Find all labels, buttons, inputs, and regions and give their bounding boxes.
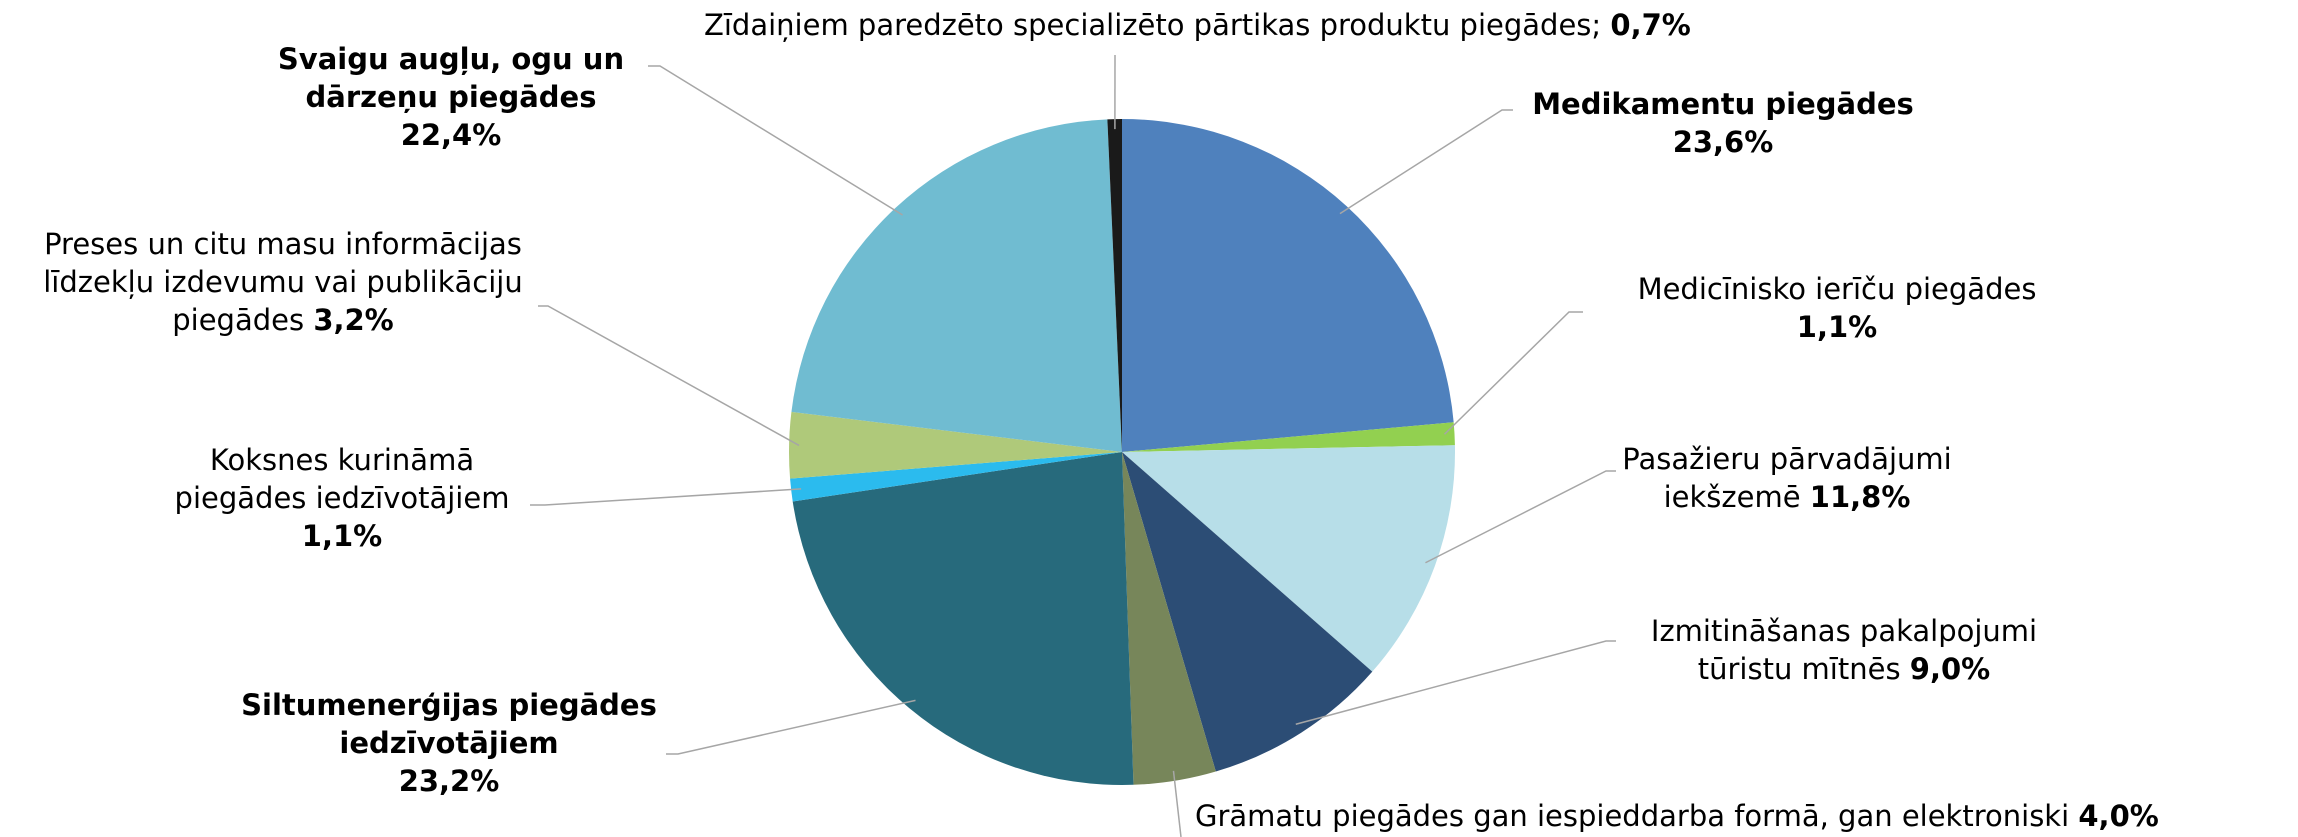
slice-label: Pasažieru pārvadājumi iekšzemē 11,8% bbox=[1597, 440, 1977, 516]
pie-slice bbox=[1122, 445, 1455, 672]
slice-value: 4,0% bbox=[2078, 799, 2159, 833]
slice-label: Grāmatu piegādes gan iespieddarba formā,… bbox=[1195, 797, 2295, 835]
pie-slice bbox=[1122, 119, 1454, 452]
slice-value: 23,2% bbox=[398, 764, 500, 798]
slice-label: Koksnes kurināmā piegādes iedzīvotājiem … bbox=[152, 441, 532, 555]
leader-line bbox=[1172, 770, 1182, 837]
pie-slice bbox=[790, 452, 1122, 502]
pie-slice bbox=[1107, 119, 1122, 452]
slice-name: Preses un citu masu informācijas līdzekļ… bbox=[43, 227, 523, 337]
slice-name: Medicīnisko ierīču piegādes bbox=[1637, 272, 2037, 306]
pie-slice bbox=[1122, 422, 1455, 452]
slice-label: Preses un citu masu informācijas līdzekļ… bbox=[3, 225, 563, 339]
slice-name: Zīdaiņiem paredzēto specializēto pārtika… bbox=[704, 8, 1602, 42]
slice-value: 23,6% bbox=[1672, 125, 1774, 159]
slice-value: 9,0% bbox=[1909, 652, 1991, 686]
pie-slice bbox=[792, 452, 1134, 785]
slice-value: 3,2% bbox=[313, 303, 394, 337]
slice-label: Izmitināšanas pakalpojumi tūristu mītnēs… bbox=[1614, 612, 2074, 688]
slice-value: 1,1% bbox=[1796, 310, 1878, 344]
slice-name: Siltumenerģijas piegādes iedzīvotājiem bbox=[241, 688, 657, 760]
leader-line bbox=[648, 65, 903, 216]
slice-name: Grāmatu piegādes gan iespieddarba formā,… bbox=[1195, 799, 2070, 833]
slice-name: Svaigu augļu, ogu un dārzeņu piegādes bbox=[277, 42, 625, 114]
leader-line bbox=[1339, 109, 1513, 215]
pie-slice bbox=[789, 411, 1122, 479]
slice-value: 1,1% bbox=[301, 519, 383, 553]
leader-line bbox=[1425, 470, 1616, 564]
slice-name: Izmitināšanas pakalpojumi tūristu mītnēs bbox=[1650, 614, 2038, 686]
leader-line bbox=[538, 305, 800, 447]
slice-label: Zīdaiņiem paredzēto specializēto pārtika… bbox=[704, 6, 1804, 44]
slice-name: Medikamentu piegādes bbox=[1532, 87, 1914, 121]
slice-name: Koksnes kurināmā piegādes iedzīvotājiem bbox=[174, 443, 510, 515]
slice-label: Siltumenerģijas piegādes iedzīvotājiem 2… bbox=[234, 686, 664, 800]
leader-line bbox=[666, 699, 916, 755]
slice-label: Svaigu augļu, ogu un dārzeņu piegādes 22… bbox=[251, 40, 651, 154]
pie-slice bbox=[791, 119, 1122, 453]
pie-slice bbox=[1122, 452, 1216, 785]
pie-slice bbox=[1122, 452, 1373, 772]
slice-name: Pasažieru pārvadājumi iekšzemē bbox=[1622, 442, 1952, 514]
slice-label: Medicīnisko ierīču piegādes 1,1% bbox=[1597, 270, 2077, 346]
slice-label: Medikamentu piegādes 23,6% bbox=[1523, 85, 1923, 161]
leader-line bbox=[1443, 311, 1583, 435]
leader-line bbox=[1295, 640, 1616, 726]
slice-value: 22,4% bbox=[400, 118, 502, 152]
slice-value: 11,8% bbox=[1809, 480, 1911, 514]
leader-line bbox=[530, 488, 802, 506]
slice-value: 0,7% bbox=[1610, 8, 1691, 42]
